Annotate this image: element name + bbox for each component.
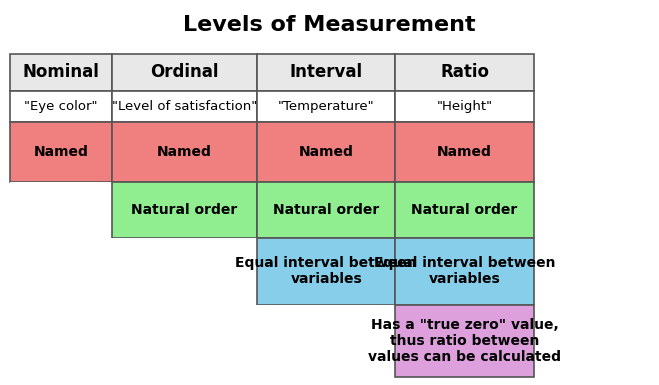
Bar [395,54,534,91]
Text: Equal interval between
variables: Equal interval between variables [374,256,556,286]
Bar [112,91,257,122]
Text: "Height": "Height" [436,100,493,113]
Bar [395,238,534,305]
Bar [257,54,395,91]
Text: Nominal: Nominal [22,64,100,82]
Text: Equal interval between
variables: Equal interval between variables [235,256,417,286]
Text: Natural order: Natural order [411,203,518,217]
Bar [112,54,257,91]
Text: Ordinal: Ordinal [150,64,219,82]
Text: Has a "true zero" value,
thus ratio between
values can be calculated: Has a "true zero" value, thus ratio betw… [368,318,561,364]
Bar [10,122,112,182]
Bar [10,182,112,238]
Bar [395,182,534,238]
Bar [112,238,257,305]
Bar [257,122,395,182]
Bar [112,122,257,182]
Text: "Eye color": "Eye color" [24,100,98,113]
Bar [257,91,395,122]
Bar [112,182,257,238]
Text: "Temperature": "Temperature" [278,100,374,113]
Text: Interval: Interval [290,64,362,82]
Text: Levels of Measurement: Levels of Measurement [183,15,476,35]
Bar [10,91,112,122]
Bar [10,54,112,91]
Bar [10,305,112,377]
Bar [112,305,257,377]
Text: "Level of satisfaction": "Level of satisfaction" [112,100,257,113]
Bar [257,182,395,238]
Text: Named: Named [437,145,492,159]
Bar [257,305,395,377]
Text: Natural order: Natural order [273,203,380,217]
Bar [395,91,534,122]
Text: Named: Named [299,145,354,159]
Bar [395,122,534,182]
Bar [10,238,112,305]
Text: Named: Named [34,145,88,159]
Text: Ratio: Ratio [440,64,489,82]
Text: Named: Named [157,145,212,159]
Bar [395,305,534,377]
Bar [257,238,395,305]
Text: Natural order: Natural order [131,203,238,217]
